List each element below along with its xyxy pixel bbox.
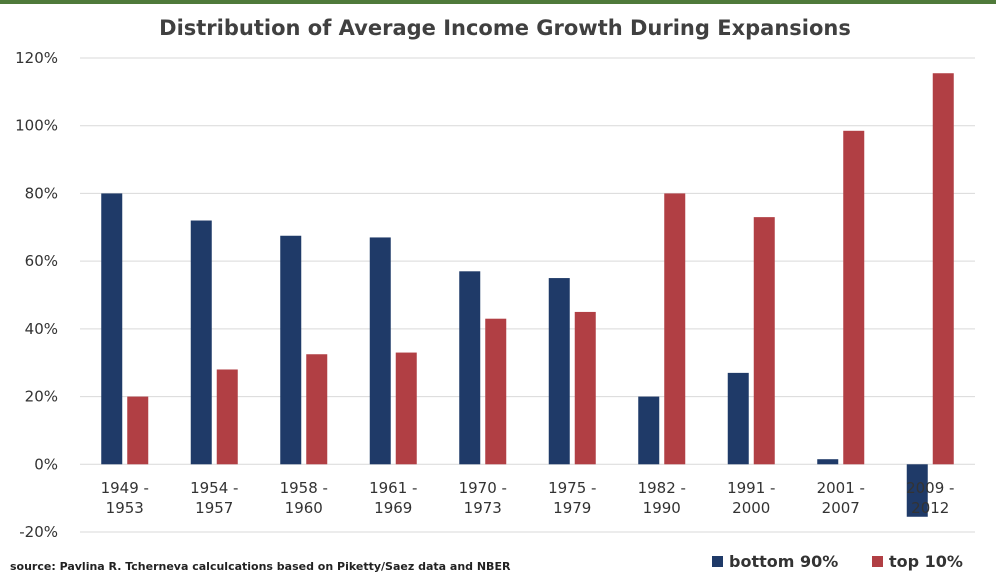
- x-tick-label: 2012: [911, 499, 949, 517]
- bar-bottom90: [548, 278, 570, 465]
- bar-bottom90: [638, 396, 660, 465]
- source-note: source: Pavlina R. Tcherneva calculcatio…: [10, 560, 511, 573]
- bar-top10: [932, 73, 954, 465]
- x-tick-label: 1949 -: [101, 479, 149, 497]
- x-tick-label: 1990: [643, 499, 681, 517]
- bar-bottom90: [190, 220, 212, 465]
- x-tick-label: 2007: [822, 499, 860, 517]
- y-tick-label: 0%: [34, 455, 58, 473]
- top-accent-strip: [0, 0, 996, 4]
- y-tick-label: 40%: [25, 320, 58, 338]
- x-tick-label: 1991 -: [727, 479, 775, 497]
- x-tick-label: 1975 -: [548, 479, 596, 497]
- x-tick-label: 1961 -: [369, 479, 417, 497]
- x-tick-label: 1982 -: [638, 479, 686, 497]
- bar-bottom90: [280, 235, 302, 465]
- bar-top10: [127, 396, 149, 465]
- bar-bottom90: [101, 193, 123, 465]
- x-axis-ticks: 1949 - 1953 1954 - 1957 1958 - 1960 1961 - 1969…: [101, 479, 955, 517]
- y-axis-ticks: -20% 0% 20% 40% 60% 80% 100% 120%: [15, 49, 58, 541]
- bar-bottom90: [369, 237, 391, 465]
- x-tick-label: 1970 -: [459, 479, 507, 497]
- x-tick-label: 1969: [374, 499, 412, 517]
- bar-top10: [485, 318, 507, 465]
- bar-bottom90: [727, 372, 749, 465]
- x-tick-label: 1960: [285, 499, 323, 517]
- bar-top10: [843, 130, 865, 465]
- x-tick-label: 2009 -: [906, 479, 954, 497]
- y-tick-label: 20%: [25, 388, 58, 406]
- bar-top10: [753, 217, 775, 465]
- bar-top10: [574, 311, 596, 465]
- bar-top10: [216, 369, 238, 465]
- bar-bottom90: [906, 464, 928, 517]
- y-tick-label: 120%: [15, 49, 58, 67]
- x-tick-label: 1953: [106, 499, 144, 517]
- legend-swatch: [712, 556, 723, 567]
- x-tick-label: 1979: [553, 499, 591, 517]
- bars: [101, 73, 954, 517]
- x-tick-label: 1957: [195, 499, 233, 517]
- bar-bottom90: [459, 271, 481, 465]
- bar-bottom90: [817, 459, 839, 465]
- y-tick-label: 100%: [15, 117, 58, 135]
- x-tick-label: 1958 -: [280, 479, 328, 497]
- x-tick-label: 1973: [464, 499, 502, 517]
- x-tick-label: 2001 -: [817, 479, 865, 497]
- y-tick-label: 60%: [25, 252, 58, 270]
- chart-title: Distribution of Average Income Growth Du…: [159, 16, 851, 40]
- bar-top10: [306, 354, 328, 465]
- x-tick-label: 1954 -: [190, 479, 238, 497]
- y-tick-label: -20%: [19, 523, 58, 541]
- legend-label: bottom 90%: [729, 552, 838, 571]
- legend: bottom 90% top 10%: [712, 552, 963, 571]
- grid-lines: [80, 57, 975, 533]
- bar-top10: [395, 352, 417, 465]
- legend-swatch: [872, 556, 883, 567]
- legend-label: top 10%: [889, 552, 963, 571]
- bar-top10: [664, 193, 686, 465]
- x-tick-label: 2000: [732, 499, 770, 517]
- y-tick-label: 80%: [25, 184, 58, 202]
